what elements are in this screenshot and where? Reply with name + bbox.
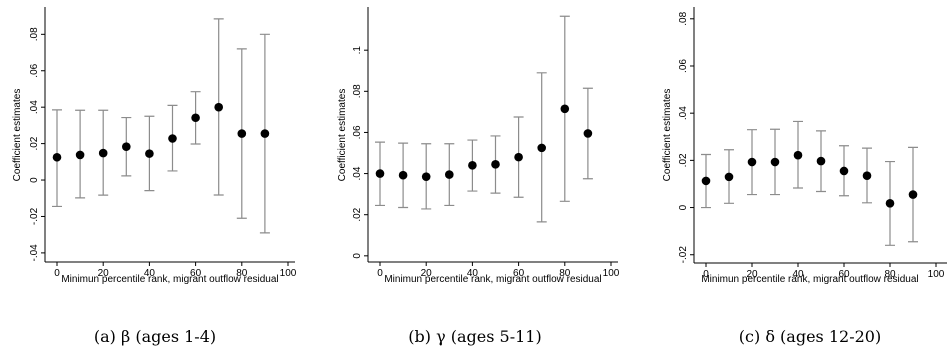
y-tick-label-c: .02: [678, 153, 689, 167]
data-point-b: [468, 161, 477, 170]
y-tick-label-b: 0: [352, 253, 363, 259]
y-tick-label-b: .02: [352, 207, 363, 221]
x-tick-label-c: 0: [703, 269, 709, 280]
y-tick-label-b: .06: [352, 125, 363, 139]
panel-a-marks: -.04 -.02 0 .02 .04 .06 .08 0 20 40 60 80 100: [29, 18, 297, 279]
caption-b: (b) γ (ages 5-11): [408, 327, 541, 346]
x-tick-label-b: 40: [467, 268, 479, 279]
panel-b-marks: 0 .02 .04 .06 .08 .1 0 20 40 60 80 100: [352, 15, 620, 279]
x-tick-label-a: 60: [190, 268, 202, 279]
data-point-a: [237, 129, 247, 138]
data-point-b: [375, 169, 385, 178]
y-tick-label-c: .08: [678, 11, 689, 25]
data-point-a: [122, 142, 131, 152]
panel-c-marks: -.02 0 .02 .04 .06 .08 0 20 40 60 80 100: [678, 11, 945, 280]
y-tick-label-a: .06: [29, 63, 40, 77]
y-tick-label-a: -.04: [29, 244, 40, 262]
x-axis-label-a: Minimun percentile rank, migrant outflow…: [61, 274, 278, 285]
x-tick-label-c: 100: [928, 269, 945, 280]
x-axis-label-c: Minimun percentile rank, migrant outflow…: [701, 274, 918, 285]
y-tick-label-a: 0: [29, 177, 40, 183]
data-point-a: [75, 150, 85, 160]
data-point-b: [514, 152, 523, 162]
x-tick-label-c: 60: [838, 269, 850, 280]
y-tick-label-b: .04: [352, 166, 363, 180]
data-point-b: [421, 172, 431, 181]
data-point-b: [445, 170, 454, 179]
y-tick-label-a: .04: [29, 100, 40, 114]
x-tick-label-b: 60: [513, 268, 525, 279]
y-tick-label-c: .04: [678, 106, 689, 120]
data-point-b: [398, 170, 408, 180]
y-tick-label-a: .02: [29, 136, 40, 150]
y-tick-label-b: .1: [352, 46, 363, 55]
y-axis-label-a: Coefficient estimates: [12, 89, 23, 182]
caption-a: (a) β (ages 1-4): [94, 327, 216, 346]
y-tick-label-c: 0: [678, 204, 689, 210]
data-point-b: [583, 129, 593, 138]
data-point-a: [214, 102, 223, 112]
x-tick-label-a: 40: [144, 268, 156, 279]
data-point-b: [491, 160, 500, 169]
data-point-a: [52, 152, 62, 162]
x-tick-label-c: 20: [746, 269, 758, 280]
x-tick-label-a: 80: [236, 268, 248, 279]
x-tick-label-c: 80: [884, 269, 896, 280]
data-point-c: [908, 190, 918, 199]
data-point-c: [724, 172, 734, 182]
panel-c: -.02 0 .02 .04 .06 .08 0 20 40 60 80 100 Coefficien…: [662, 7, 947, 346]
data-point-a: [260, 129, 270, 138]
x-tick-label-a: 20: [98, 268, 110, 279]
x-tick-label-b: 0: [377, 268, 383, 279]
plot-area-b: [368, 7, 618, 262]
data-point-c: [885, 199, 895, 208]
panel-a: -.04 -.02 0 .02 .04 .06 .08 0 20 40 60 80 100 Coeffi…: [12, 7, 297, 346]
x-tick-label-b: 20: [421, 268, 433, 279]
y-tick-label-a: .08: [29, 27, 40, 41]
data-point-c: [747, 157, 757, 167]
y-axis-label-b: Coefficient estimates: [337, 89, 348, 182]
data-point-c: [816, 156, 826, 166]
data-point-c: [701, 176, 711, 186]
data-point-c: [839, 166, 849, 176]
y-tick-label-c: .06: [678, 59, 689, 73]
panel-b: 0 .02 .04 .06 .08 .1 0 20 40 60 80 100 Coefficient …: [337, 7, 620, 346]
caption-c: (c) δ (ages 12-20): [739, 327, 881, 346]
data-point-a: [191, 113, 200, 123]
plot-area-a: [45, 7, 295, 262]
x-tick-label-a: 100: [280, 268, 297, 279]
data-point-a: [168, 134, 177, 143]
x-tick-label-b: 100: [603, 268, 620, 279]
y-tick-label-a: -.02: [29, 207, 40, 225]
data-point-c: [770, 157, 780, 167]
data-point-a: [98, 148, 108, 158]
x-tick-label-a: 0: [54, 268, 60, 279]
x-tick-label-c: 40: [792, 269, 804, 280]
data-point-c: [793, 150, 803, 160]
data-point-b: [560, 104, 570, 114]
data-point-a: [145, 149, 154, 158]
y-tick-label-c: -.02: [678, 246, 689, 264]
y-tick-label-b: .08: [352, 84, 363, 98]
x-axis-label-b: Minimun percentile rank, migrant outflow…: [384, 274, 601, 285]
x-tick-label-b: 80: [559, 268, 571, 279]
y-axis-label-c: Coefficient estimates: [662, 89, 673, 182]
data-point-b: [537, 143, 546, 153]
data-point-c: [862, 171, 872, 181]
